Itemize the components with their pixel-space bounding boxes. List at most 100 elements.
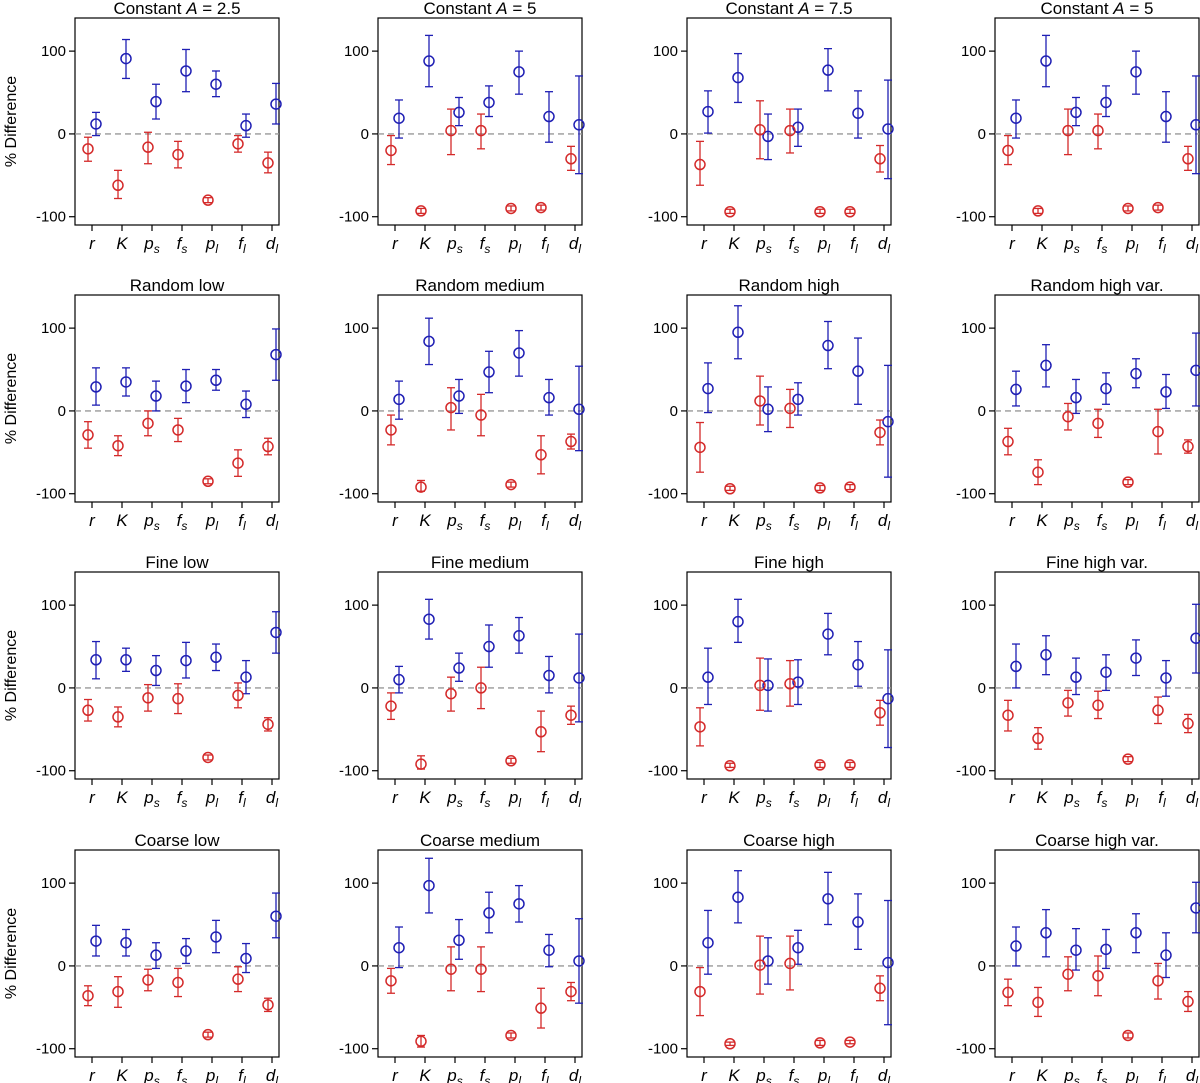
blue-point	[210, 374, 222, 387]
red-point	[1002, 986, 1014, 999]
red-point	[1032, 732, 1044, 745]
blue-point	[393, 393, 405, 406]
x-tick-label-K: K	[728, 788, 740, 807]
x-tick-label-fl: fl	[850, 511, 858, 533]
x-tick-label-ps: ps	[1063, 234, 1079, 256]
x-tick-label-dl: dl	[1186, 788, 1198, 810]
red-point	[784, 678, 796, 690]
red-point	[1182, 440, 1194, 453]
x-tick-label-dl: dl	[1186, 511, 1198, 533]
red-point	[202, 1028, 214, 1041]
blue-point	[822, 893, 834, 905]
blue-point	[1070, 944, 1082, 956]
plot-frame	[74, 17, 280, 226]
y-tick-label: -100	[648, 486, 678, 503]
y-tick-label: 0	[58, 958, 66, 975]
y-tick-label: 0	[58, 126, 66, 143]
red-point	[1092, 970, 1104, 982]
blue-point	[1190, 902, 1200, 914]
x-tick-label-ps: ps	[1063, 511, 1079, 533]
red-point	[694, 158, 706, 171]
x-tick-label-pl: pl	[1125, 1066, 1138, 1083]
y-tick-label: -100	[648, 763, 678, 780]
red-point	[874, 982, 886, 995]
x-tick-label-ps: ps	[143, 511, 159, 533]
blue-point	[240, 671, 252, 683]
x-tick-label-fs: fs	[789, 788, 800, 810]
red-point	[724, 760, 736, 772]
blue-point	[150, 95, 162, 108]
x-tick-label-ps: ps	[446, 511, 462, 533]
red-point	[565, 153, 577, 165]
red-point	[754, 679, 766, 692]
blue-point	[513, 630, 525, 642]
red-point	[1092, 124, 1104, 137]
red-point	[1122, 202, 1134, 215]
x-tick-label-K: K	[1036, 788, 1048, 807]
red-point	[385, 424, 397, 436]
red-point	[1182, 995, 1194, 1008]
y-tick-label: 100	[41, 875, 66, 892]
blue-point	[1010, 660, 1022, 673]
x-tick-label-fs: fs	[177, 511, 188, 533]
red-point	[172, 424, 184, 436]
blue-point	[882, 123, 894, 135]
x-tick-label-fs: fs	[1097, 1066, 1108, 1083]
x-tick-label-K: K	[728, 1066, 740, 1083]
x-tick-label-K: K	[728, 511, 740, 530]
x-tick-label-fl: fl	[850, 1066, 858, 1083]
y-tick-label: 100	[41, 597, 66, 614]
panel-title: Constant A = 2.5	[113, 0, 240, 18]
x-tick-label-fs: fs	[177, 234, 188, 256]
red-point	[202, 751, 214, 764]
y-tick-label: 100	[41, 320, 66, 337]
blue-point	[90, 935, 102, 947]
y-tick-label: -100	[339, 1041, 369, 1058]
x-tick-label-dl: dl	[266, 234, 278, 256]
red-point	[232, 973, 244, 985]
red-point	[385, 700, 397, 712]
blue-point	[150, 949, 162, 961]
plot-frame	[686, 294, 892, 503]
red-point	[724, 206, 736, 218]
red-point	[535, 1002, 547, 1014]
y-tick-label: 0	[978, 403, 986, 420]
red-point	[844, 759, 856, 771]
panel-title: Fine low	[145, 553, 209, 572]
red-point	[724, 483, 736, 495]
red-point	[1092, 699, 1104, 712]
red-point	[1002, 144, 1014, 157]
blue-point	[573, 403, 585, 416]
red-point	[505, 1029, 517, 1042]
panel-title: Coarse high var.	[1035, 831, 1159, 850]
x-tick-label-K: K	[1036, 1066, 1048, 1083]
blue-point	[762, 679, 774, 692]
x-tick-label-dl: dl	[569, 788, 581, 810]
x-tick-label-r: r	[392, 788, 399, 807]
y-tick-label: 100	[653, 43, 678, 60]
blue-point	[513, 898, 525, 910]
red-point	[535, 201, 547, 214]
x-tick-label-fl: fl	[541, 1066, 549, 1083]
red-point	[1062, 697, 1074, 709]
y-tick-label: 100	[961, 875, 986, 892]
panel-title: Constant A = 5	[1041, 0, 1154, 18]
x-tick-label-ps: ps	[1063, 788, 1079, 810]
red-point	[1152, 975, 1164, 987]
red-point	[202, 194, 214, 206]
blue-point	[180, 380, 192, 392]
blue-point	[150, 390, 162, 402]
plot-frame	[686, 571, 892, 780]
x-tick-label-r: r	[392, 511, 399, 530]
panel-title: Random low	[130, 276, 225, 295]
blue-point	[483, 96, 495, 109]
x-tick-label-dl: dl	[1186, 234, 1198, 256]
blue-point	[543, 391, 555, 404]
x-tick-label-K: K	[116, 788, 128, 807]
x-tick-label-K: K	[1036, 234, 1048, 253]
blue-point	[1130, 66, 1142, 78]
red-point	[172, 976, 184, 989]
panel-title: Random high	[738, 276, 839, 295]
